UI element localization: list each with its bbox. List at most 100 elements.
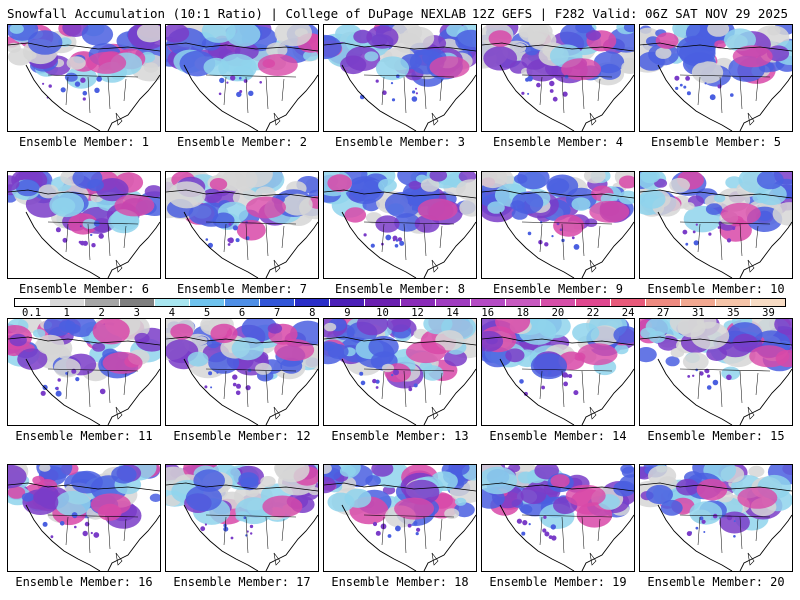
- color-scale-label: 1: [63, 307, 70, 319]
- ensemble-member-panel: Ensemble Member: 18: [323, 464, 477, 589]
- color-scale-swatch: [190, 299, 226, 306]
- ensemble-member-panel: Ensemble Member: 20: [639, 464, 793, 589]
- color-scale-swatch: [50, 299, 86, 306]
- snowfall-map: [7, 464, 161, 572]
- snowfall-map: [323, 318, 477, 426]
- snowfall-map: [7, 24, 161, 132]
- ensemble-member-label: Ensemble Member: 18: [331, 575, 469, 589]
- snowfall-map: [639, 464, 793, 572]
- snowfall-map: [639, 171, 793, 279]
- ensemble-member-panel: Ensemble Member: 10: [639, 171, 793, 296]
- color-scale-swatch: [610, 299, 646, 306]
- snowfall-map: [323, 171, 477, 279]
- ensemble-member-label: Ensemble Member: 2: [176, 135, 308, 149]
- color-scale-swatch: [470, 299, 506, 306]
- color-scale-bar: [14, 298, 786, 307]
- color-scale-label: 4: [168, 307, 176, 319]
- valid-time: 12Z GEFS | F282 Valid: 06Z SAT NOV 29 20…: [471, 6, 788, 21]
- snowfall-map: [165, 464, 319, 572]
- snowfall-map: [323, 24, 477, 132]
- color-scale-label: 5: [203, 307, 211, 319]
- ensemble-member-label: Ensemble Member: 11: [15, 429, 153, 443]
- color-scale-label: 10: [376, 307, 389, 319]
- ensemble-member-panel: Ensemble Member: 1: [7, 24, 161, 149]
- color-scale-swatch: [645, 299, 681, 306]
- color-scale-label: 14: [446, 307, 459, 319]
- ensemble-member-label: Ensemble Member: 19: [489, 575, 627, 589]
- ensemble-member-panel: Ensemble Member: 4: [481, 24, 635, 149]
- color-scale-label: 6: [238, 307, 246, 319]
- color-scale-swatch: [295, 299, 331, 306]
- ensemble-member-panel: Ensemble Member: 16: [7, 464, 161, 589]
- color-scale-labels: 0.1 1 2 3 4 5 6 7 8 9 10 12 14 16 18 20 22 24 27 31 35 39: [14, 307, 786, 319]
- color-scale-swatch: [505, 299, 541, 306]
- color-scale-swatch: [575, 299, 611, 306]
- color-scale-swatch: [750, 299, 786, 306]
- ensemble-member-label: Ensemble Member: 14: [489, 429, 627, 443]
- ensemble-member-label: Ensemble Member: 5: [650, 135, 782, 149]
- color-scale-label: 24: [621, 307, 635, 319]
- ensemble-member-label: Ensemble Member: 9: [492, 282, 624, 296]
- color-scale-label: 12: [411, 307, 424, 319]
- snowfall-map: [323, 464, 477, 572]
- color-scale-swatch: [155, 299, 191, 306]
- color-scale-swatch: [85, 299, 121, 306]
- ensemble-member-panel: Ensemble Member: 19: [481, 464, 635, 589]
- ensemble-member-label: Ensemble Member: 15: [647, 429, 785, 443]
- ensemble-member-label: Ensemble Member: 4: [492, 135, 624, 149]
- ensemble-member-label: Ensemble Member: 17: [173, 575, 311, 589]
- ensemble-member-panel: Ensemble Member: 13: [323, 318, 477, 443]
- ensemble-member-panel: Ensemble Member: 2: [165, 24, 319, 149]
- color-scale-label: 0.1: [22, 307, 42, 319]
- snowfall-map: [481, 464, 635, 572]
- color-scale-swatch: [540, 299, 576, 306]
- ensemble-member-panel: Ensemble Member: 3: [323, 24, 477, 149]
- color-scale-label: 7: [274, 307, 281, 319]
- snowfall-map: [165, 171, 319, 279]
- ensemble-member-label: Ensemble Member: 1: [18, 135, 150, 149]
- chart-title: Snowfall Accumulation (10:1 Ratio) | Col…: [7, 6, 467, 21]
- ensemble-member-panel: Ensemble Member: 9: [481, 171, 635, 296]
- color-scale-label: 18: [516, 307, 530, 319]
- snowfall-map: [7, 318, 161, 426]
- color-scale-swatch: [260, 299, 296, 306]
- ensemble-member-panel: Ensemble Member: 14: [481, 318, 635, 443]
- snowfall-map: [165, 318, 319, 426]
- ensemble-member-panel: Ensemble Member: 6: [7, 171, 161, 296]
- ensemble-member-panel: Ensemble Member: 5: [639, 24, 793, 149]
- ensemble-member-panel: Ensemble Member: 15: [639, 318, 793, 443]
- color-scale-swatch: [225, 299, 261, 306]
- ensemble-member-panel: Ensemble Member: 8: [323, 171, 477, 296]
- color-scale-label: 8: [309, 307, 316, 319]
- ensemble-member-label: Ensemble Member: 6: [18, 282, 150, 296]
- snowfall-map: [7, 171, 161, 279]
- color-scale: 0.1 1 2 3 4 5 6 7 8 9 10 12 14 16 18 20 22 24 27 31 35 39: [14, 298, 786, 322]
- color-scale-swatch: [435, 299, 471, 306]
- color-scale-label: 27: [656, 307, 670, 319]
- color-scale-label: 2: [98, 307, 105, 319]
- snowfall-map: [639, 318, 793, 426]
- snowfall-map: [481, 171, 635, 279]
- ensemble-member-label: Ensemble Member: 10: [647, 282, 785, 296]
- color-scale-swatch: [715, 299, 751, 306]
- ensemble-member-label: Ensemble Member: 20: [647, 575, 785, 589]
- snowfall-map: [639, 24, 793, 132]
- ensemble-member-panel: Ensemble Member: 17: [165, 464, 319, 589]
- ensemble-member-label: Ensemble Member: 3: [334, 135, 466, 149]
- ensemble-member-panel: Ensemble Member: 12: [165, 318, 319, 443]
- color-scale-label: 39: [762, 307, 775, 319]
- ensemble-member-label: Ensemble Member: 8: [334, 282, 466, 296]
- ensemble-member-label: Ensemble Member: 7: [176, 282, 308, 296]
- color-scale-label: 22: [586, 307, 600, 319]
- color-scale-label: 9: [344, 307, 351, 319]
- ensemble-member-label: Ensemble Member: 13: [331, 429, 469, 443]
- color-scale-swatch: [15, 299, 51, 306]
- ensemble-member-panel: Ensemble Member: 7: [165, 171, 319, 296]
- color-scale-swatch: [680, 299, 716, 306]
- snowfall-map: [481, 318, 635, 426]
- snowfall-map: [165, 24, 319, 132]
- snowfall-map: [481, 24, 635, 132]
- color-scale-label: 3: [133, 307, 140, 319]
- color-scale-label: 16: [481, 307, 495, 319]
- color-scale-swatch: [365, 299, 401, 306]
